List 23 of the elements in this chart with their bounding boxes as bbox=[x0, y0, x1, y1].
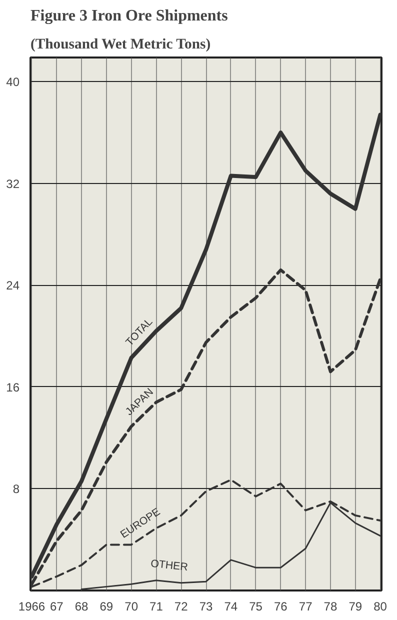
x-tick-label: 73 bbox=[199, 600, 213, 614]
x-tick-label: 71 bbox=[150, 600, 164, 614]
x-tick-label: 69 bbox=[100, 600, 114, 614]
chart-title: Figure 3 Iron Ore Shipments bbox=[30, 8, 228, 24]
y-tick-label: 24 bbox=[6, 278, 20, 293]
x-tick-label: 67 bbox=[50, 600, 64, 614]
x-tick-label: 76 bbox=[274, 600, 288, 614]
x-tick-label: 1966 bbox=[18, 600, 46, 614]
x-tick-label: 79 bbox=[348, 600, 362, 614]
chart-subtitle: (Thousand Wet Metric Tons) bbox=[30, 36, 211, 52]
y-tick-label: 8 bbox=[12, 482, 20, 496]
y-tick-label: 32 bbox=[6, 176, 20, 191]
x-tick-label: 75 bbox=[249, 600, 263, 614]
x-tick-label: 68 bbox=[74, 600, 89, 614]
y-tick-label: 40 bbox=[6, 75, 20, 90]
text: OTHER bbox=[150, 558, 189, 574]
x-tick-label: 80 bbox=[374, 600, 388, 614]
x-tick-label: 72 bbox=[174, 600, 188, 614]
x-tick-label: 77 bbox=[298, 600, 313, 614]
y-tick-label: 16 bbox=[6, 380, 20, 394]
x-tick-label: 74 bbox=[224, 600, 238, 614]
x-tick-label: 78 bbox=[324, 600, 338, 614]
x-tick-label: 70 bbox=[124, 600, 138, 614]
